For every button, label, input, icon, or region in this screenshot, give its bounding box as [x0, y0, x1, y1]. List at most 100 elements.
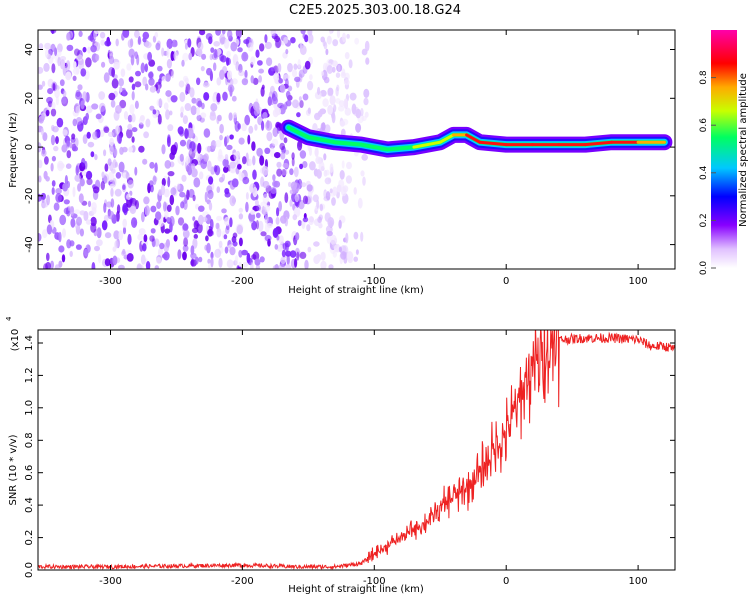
noise-speck: [118, 264, 125, 269]
x-tick-label: -200: [231, 276, 254, 287]
noise-speck: [144, 41, 152, 49]
noise-speck: [270, 30, 276, 37]
noise-speck: [144, 205, 150, 216]
noise-speck: [62, 228, 66, 238]
noise-speck: [61, 144, 68, 153]
noise-speck: [275, 121, 281, 130]
noise-speck: [292, 214, 298, 221]
noise-speck: [116, 204, 121, 214]
noise-speck: [184, 103, 192, 111]
noise-speck: [177, 217, 185, 226]
noise-speck: [111, 78, 119, 89]
noise-speck: [312, 123, 318, 133]
noise-speck: [316, 168, 322, 179]
noise-speck: [289, 189, 296, 195]
noise-speck: [238, 249, 243, 258]
noise-speck: [196, 114, 202, 122]
noise-speck: [70, 206, 74, 213]
x-tick-label: 0: [503, 276, 509, 287]
noise-speck: [332, 60, 338, 67]
noise-speck: [101, 61, 106, 68]
noise-speck: [69, 250, 73, 257]
noise-speck: [191, 97, 197, 104]
noise-speck: [262, 180, 270, 189]
noise-speck: [78, 193, 84, 204]
noise-speck: [44, 49, 49, 59]
noise-speck: [326, 65, 333, 74]
noise-speck: [164, 210, 169, 220]
noise-speck: [207, 189, 214, 200]
noise-speck: [41, 149, 47, 157]
noise-speck: [156, 256, 162, 265]
noise-speck: [250, 75, 255, 84]
noise-speck: [302, 93, 309, 101]
noise-speck: [271, 138, 279, 147]
noise-speck: [87, 141, 95, 148]
noise-speck: [107, 210, 115, 220]
noise-speck: [59, 214, 67, 226]
noise-speck: [66, 60, 71, 71]
noise-speck: [103, 173, 109, 184]
noise-speck: [287, 85, 293, 92]
noise-speck: [265, 120, 273, 131]
noise-speck: [66, 32, 71, 41]
noise-speck: [319, 203, 323, 210]
noise-speck: [44, 42, 51, 50]
noise-speck: [154, 162, 158, 173]
noise-speck: [156, 201, 162, 210]
noise-speck: [202, 82, 210, 88]
noise-speck: [244, 114, 251, 126]
noise-speck: [98, 91, 106, 100]
noise-speck: [190, 245, 195, 256]
noise-speck: [149, 105, 155, 111]
noise-speck: [140, 62, 145, 74]
noise-speck: [50, 162, 54, 172]
noise-speck: [258, 220, 264, 232]
noise-speck: [213, 165, 218, 173]
noise-speck: [275, 216, 280, 225]
noise-speck: [171, 41, 178, 48]
noise-speck: [40, 127, 45, 136]
noise-speck: [134, 30, 140, 38]
noise-speck: [266, 131, 273, 142]
noise-speck: [222, 91, 228, 102]
noise-speck: [98, 253, 102, 264]
noise-speck: [352, 106, 360, 117]
noise-speck: [90, 223, 97, 233]
noise-speck: [72, 186, 76, 198]
noise-speck: [38, 233, 42, 242]
noise-speck: [197, 142, 202, 154]
noise-speck: [208, 201, 213, 211]
noise-speck: [238, 237, 243, 247]
noise-speck: [179, 91, 186, 103]
noise-speck: [237, 47, 243, 53]
noise-speck: [299, 251, 307, 259]
noise-speck: [327, 91, 334, 97]
noise-speck: [258, 75, 262, 83]
noise-speck: [122, 205, 128, 214]
y-tick-label: 1.4: [24, 335, 35, 351]
noise-speck: [338, 105, 345, 112]
noise-speck: [216, 227, 222, 238]
noise-speck: [200, 112, 207, 119]
noise-speck: [321, 122, 326, 131]
noise-speck: [41, 80, 46, 87]
noise-speck: [355, 249, 359, 255]
noise-speck: [295, 232, 300, 241]
noise-speck: [332, 250, 337, 258]
noise-speck: [185, 83, 191, 95]
noise-speck: [249, 183, 256, 194]
snr-scale-text: (x10: [10, 329, 21, 352]
noise-speck: [232, 232, 238, 239]
snr-x-axis: -300 -200 -100 0 100: [99, 330, 648, 587]
noise-speck: [114, 188, 122, 197]
noise-speck: [290, 37, 296, 44]
noise-speck: [58, 260, 63, 268]
noise-speck: [329, 95, 336, 106]
noise-speck: [335, 72, 341, 78]
noise-speck: [46, 252, 50, 262]
noise-speck: [163, 251, 170, 261]
noise-speck: [99, 129, 105, 137]
noise-speck: [262, 206, 267, 216]
noise-speck: [346, 251, 354, 262]
